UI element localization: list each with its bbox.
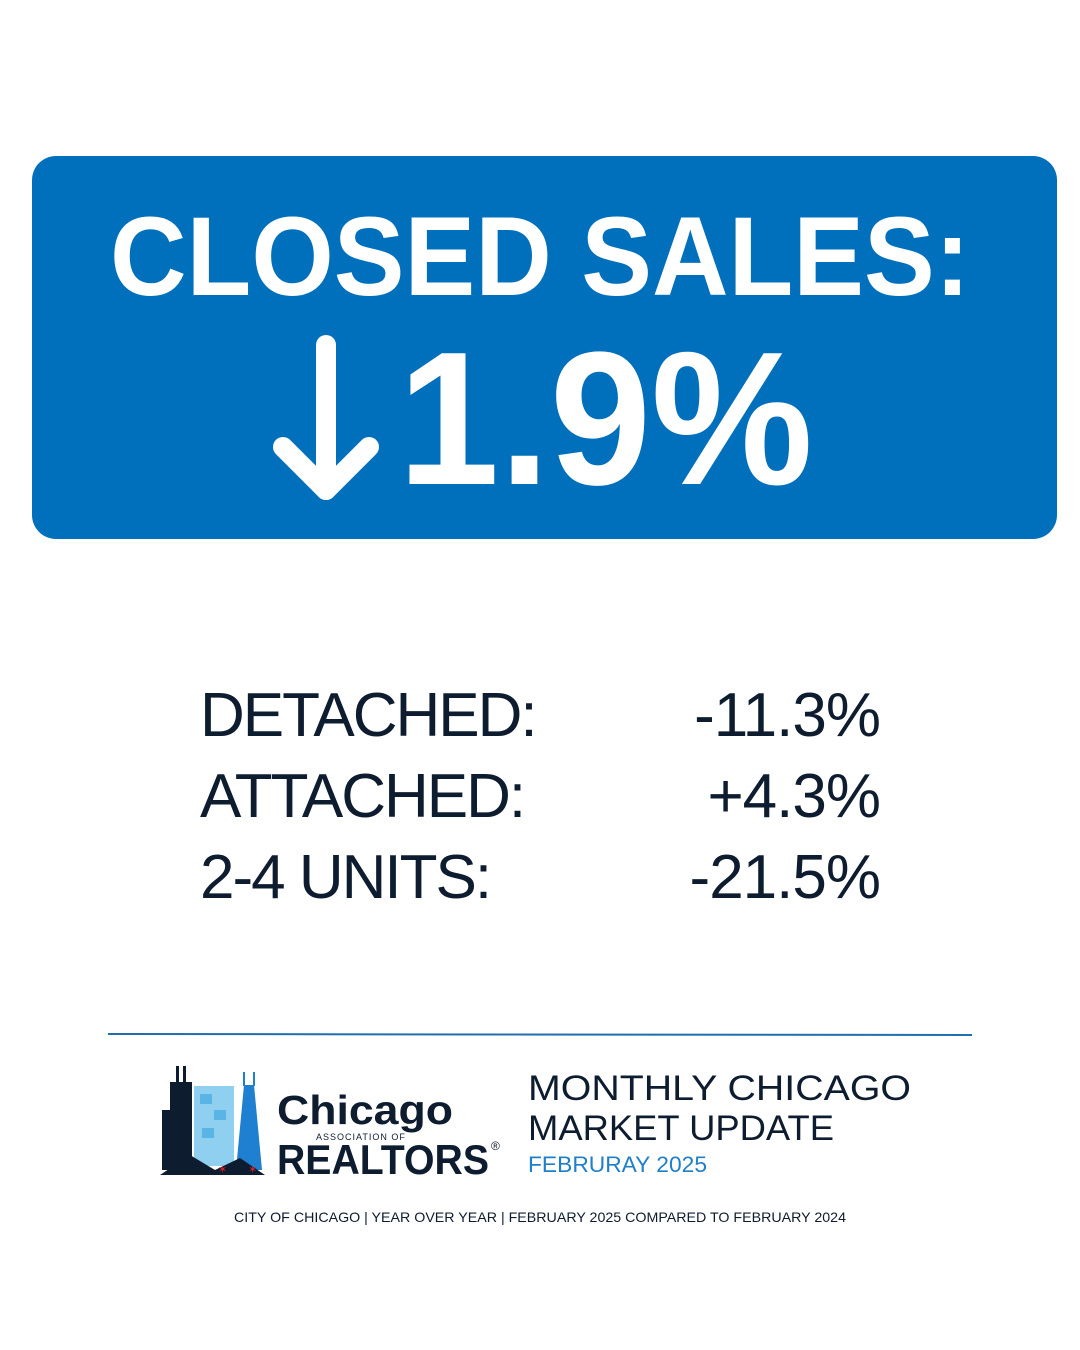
row-value: -21.5% <box>690 843 880 912</box>
breakdown-table: DETACHED: -11.3% ATTACHED: +4.3% 2-4 UNITS: -… <box>200 681 881 912</box>
logo-org: REALTORS <box>277 1136 489 1183</box>
down-arrow <box>273 335 379 500</box>
update-line2: MARKET UPDATE <box>528 1109 834 1148</box>
svg-text:✶: ✶ <box>248 1164 257 1176</box>
divider <box>107 1033 973 1036</box>
logo-subtitle: ASSOCIATION OF <box>316 1132 406 1142</box>
row-value: -11.3% <box>694 681 880 750</box>
row-value: +4.3% <box>707 762 880 831</box>
headline-title: CLOSED SALES: <box>110 194 970 319</box>
update-date: FEBRURAY 2025 <box>528 1152 707 1177</box>
logo-mark: ® <box>491 1139 500 1153</box>
row-label: DETACHED: <box>200 681 536 750</box>
headline-change: 1.9% <box>398 313 813 525</box>
footer-note: CITY OF CHICAGO | YEAR OVER YEAR | FEBRU… <box>234 1209 846 1225</box>
logo-name: Chicago <box>277 1087 453 1133</box>
logo-skyline: ✶ ✶ <box>160 1066 265 1176</box>
svg-text:✶: ✶ <box>218 1164 227 1176</box>
row-label: 2-4 UNITS: <box>200 843 490 912</box>
update-line1: MONTHLY CHICAGO <box>528 1069 911 1108</box>
row-label: ATTACHED: <box>200 762 524 831</box>
